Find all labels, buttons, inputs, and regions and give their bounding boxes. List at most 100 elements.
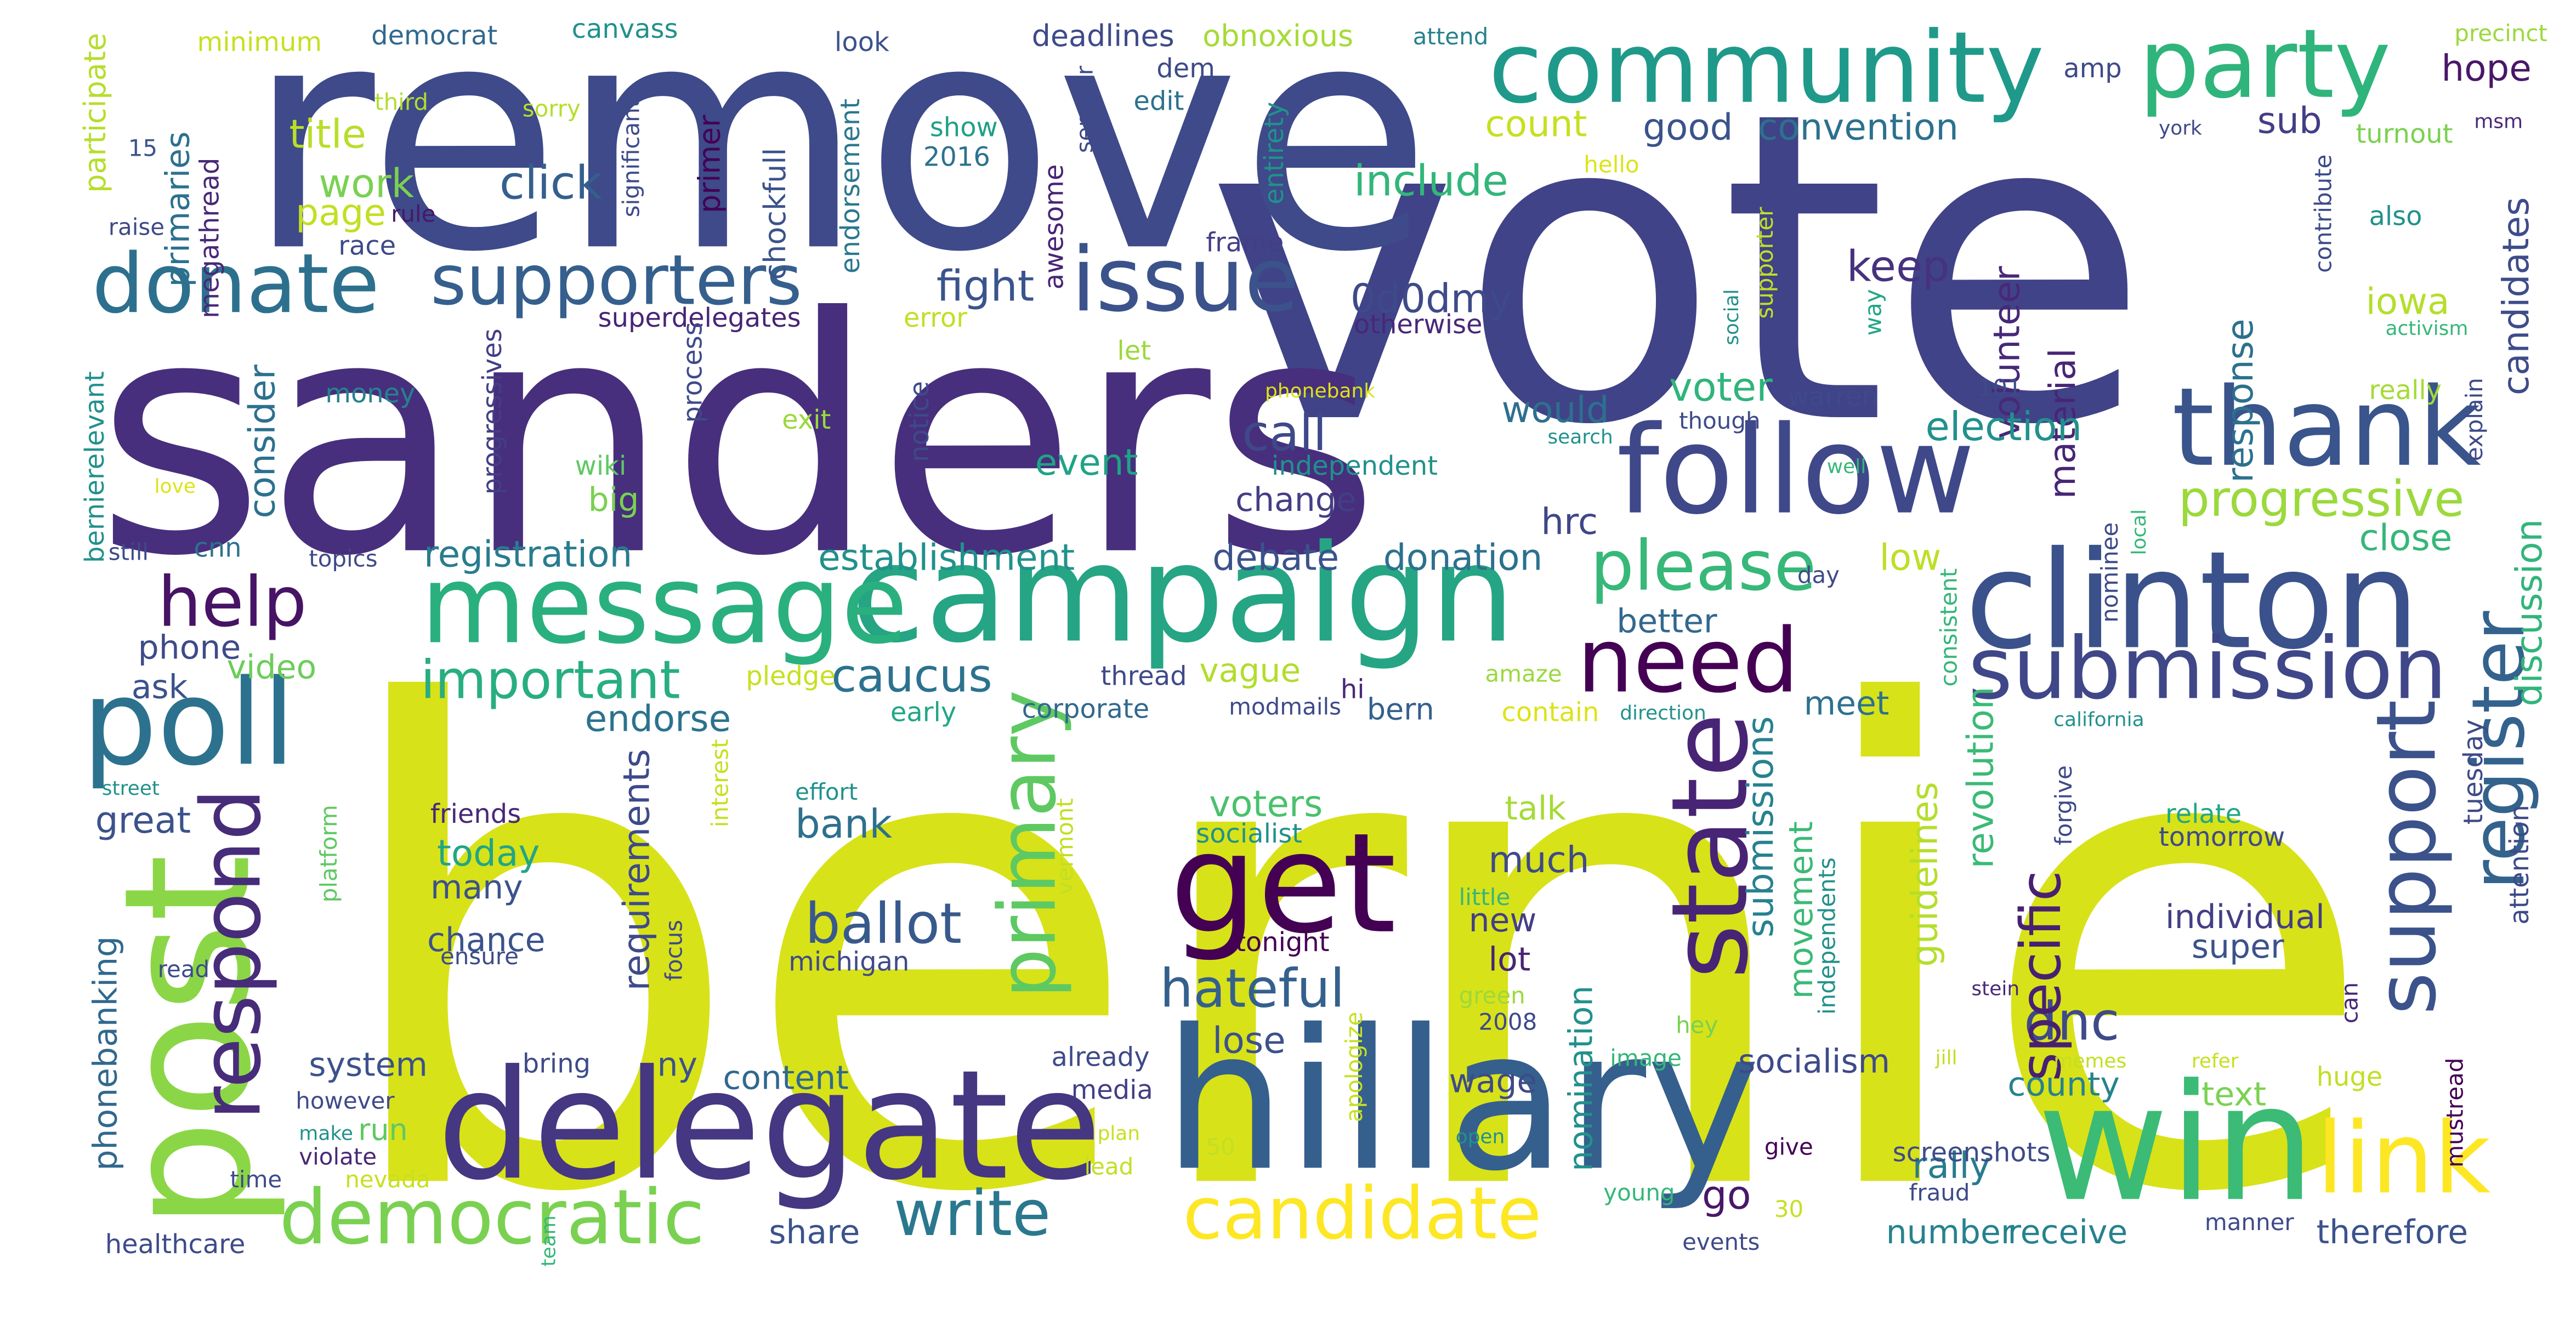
word: better <box>1616 601 1717 641</box>
word: delegate <box>436 1038 1102 1214</box>
word: canvass <box>571 13 678 44</box>
word: york <box>2158 116 2202 140</box>
word: good <box>1643 108 1733 150</box>
word: please <box>1590 525 1817 606</box>
word: party <box>2139 8 2391 120</box>
word: number <box>1886 1212 2015 1252</box>
word: attend <box>1412 24 1489 51</box>
word: senator <box>1073 65 1099 153</box>
word: hello <box>1584 152 1639 179</box>
word: democrat <box>371 19 498 51</box>
word: can <box>2337 982 2364 1024</box>
word: platform <box>317 805 344 903</box>
word: amaze <box>1485 662 1562 689</box>
word: direction <box>1620 701 1706 725</box>
word: discussion <box>2510 519 2552 707</box>
word: nevada <box>345 1168 430 1194</box>
word: today <box>436 834 540 875</box>
word: vote <box>1206 22 2151 519</box>
word: focus <box>662 919 689 981</box>
word: let <box>1117 335 1151 367</box>
word: give <box>1764 1135 1813 1162</box>
word: link <box>2316 1102 2491 1217</box>
word: thread <box>1100 660 1187 692</box>
word: sub <box>2257 101 2322 143</box>
word: remove <box>246 0 1432 321</box>
word: support <box>2359 699 2455 1015</box>
word: money <box>325 378 416 409</box>
word: hi <box>1340 673 1365 705</box>
word: interest <box>708 739 735 828</box>
word: violate <box>299 1145 377 1171</box>
word: big <box>588 479 639 519</box>
word: media <box>1071 1074 1153 1106</box>
word: michigan <box>788 946 910 977</box>
word: share <box>769 1212 860 1252</box>
word: social <box>1720 289 1743 345</box>
word: tomorrow <box>2158 821 2285 853</box>
word: screenshots <box>1892 1136 2051 1168</box>
word: convention <box>1757 108 1959 150</box>
word: help <box>157 561 307 642</box>
word: pledge <box>746 660 836 692</box>
word: voter <box>1669 365 1773 411</box>
word: local <box>2127 509 2151 555</box>
word: primaries <box>157 131 197 287</box>
word: 2016 <box>923 141 990 173</box>
word: also <box>2369 200 2422 232</box>
word: page <box>296 194 386 235</box>
word: deadlines <box>1031 19 1174 54</box>
word: explain <box>2462 378 2489 462</box>
word: phone <box>138 627 241 667</box>
word: dem <box>1156 52 1215 84</box>
word: thank <box>2171 365 2481 491</box>
word: lead <box>1084 1154 1134 1181</box>
word: memes <box>2053 1049 2127 1073</box>
word: exit <box>782 404 831 435</box>
word: street <box>101 777 160 800</box>
word: click <box>499 156 603 210</box>
word: message <box>421 542 908 669</box>
word: change <box>1235 479 1357 519</box>
word: third <box>375 90 428 117</box>
word: though <box>1679 409 1761 435</box>
word: go <box>1702 1173 1751 1219</box>
word: ballot <box>805 891 962 958</box>
word: issue <box>1071 228 1300 332</box>
word: sorry <box>522 96 581 123</box>
word: day <box>1797 563 1840 590</box>
word: chance <box>427 919 546 959</box>
word: meet <box>1803 683 1890 723</box>
word: refer <box>2191 1049 2239 1073</box>
word: activism <box>2385 317 2469 340</box>
word: hillary <box>1163 987 1761 1214</box>
word: therefore <box>2316 1212 2469 1252</box>
word: write <box>893 1177 1051 1250</box>
word: error <box>903 302 967 334</box>
word: poll <box>82 653 296 792</box>
word: healthcare <box>105 1228 246 1260</box>
word: read <box>157 957 210 984</box>
word: 30 <box>1774 1197 1804 1224</box>
word: entirety <box>1258 101 1290 205</box>
word: video <box>226 647 317 687</box>
word: many <box>430 867 523 907</box>
word: low <box>1879 538 1942 580</box>
word: great <box>95 801 191 843</box>
word: race <box>338 230 396 261</box>
word: amp <box>2063 52 2122 84</box>
word: vermont <box>1053 798 1080 895</box>
word: look <box>835 26 889 58</box>
word: stein <box>1971 977 2020 1000</box>
word: friends <box>430 798 521 830</box>
word: frame <box>1206 226 1284 258</box>
word: awesome <box>1038 164 1070 290</box>
word: notice <box>903 381 935 462</box>
word: 15 <box>128 136 158 163</box>
word: candidate <box>1183 1173 1542 1257</box>
word: primer <box>693 115 728 214</box>
word: election <box>1925 404 2083 450</box>
word: mustread <box>2443 1057 2470 1168</box>
word: campaign <box>851 517 1516 674</box>
